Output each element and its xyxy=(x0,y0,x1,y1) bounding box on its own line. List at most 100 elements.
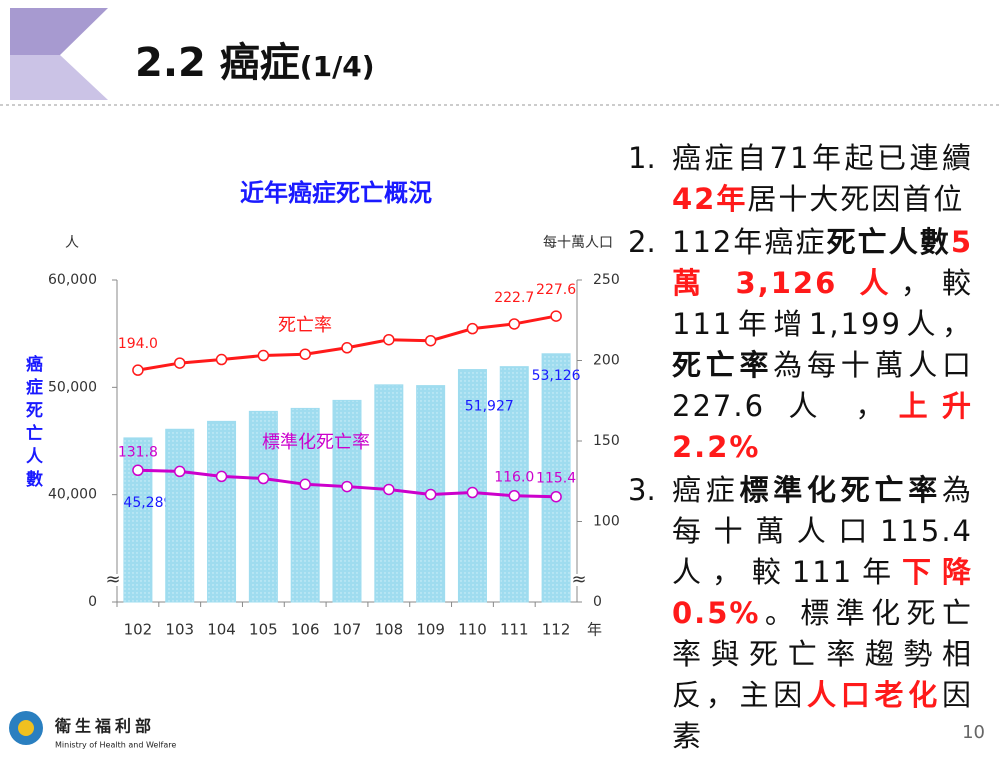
y2-tick-label: 150 xyxy=(593,433,620,449)
bullet-number: 1. xyxy=(628,141,656,175)
text-run: 因素 xyxy=(672,678,973,753)
y-tick-label: 40,000 xyxy=(48,487,97,503)
point xyxy=(215,470,228,483)
text-run: 癌症自71年起已連續 xyxy=(672,141,973,175)
text-run: 為每十萬人口115.4人，較111年 xyxy=(672,473,973,589)
point-value-label: 222.7 xyxy=(494,290,534,306)
point xyxy=(341,480,353,493)
y-tick-label: 0 xyxy=(88,594,97,610)
y-tick-label: 60,000 xyxy=(48,272,97,288)
point xyxy=(215,353,228,366)
text-run: ，較111年增1,199人， xyxy=(672,266,973,341)
x-tick-label: 106 xyxy=(291,621,320,639)
x-tick-label: 104 xyxy=(207,621,236,639)
org-name-en: Ministry of Health and Welfare xyxy=(55,741,176,750)
point xyxy=(132,364,144,376)
point xyxy=(383,333,395,346)
bullet-text: 癌症自71年起已連續 42年居十大死因首位 xyxy=(672,138,973,220)
bar xyxy=(290,407,320,603)
bullet: 1. 癌症自71年起已連續 42年居十大死因首位 xyxy=(628,138,973,220)
text-run: 下降0.5% xyxy=(672,555,973,630)
text-run: 112年癌症 xyxy=(672,225,827,259)
point xyxy=(257,472,270,485)
slide-title: 2.2 癌症(1/4) xyxy=(135,30,375,88)
point xyxy=(550,490,562,503)
axis-break-gap xyxy=(571,574,587,586)
page-number: 10 xyxy=(962,722,985,743)
bullet-number: 2. xyxy=(628,225,656,259)
text-run: 癌症 xyxy=(672,473,740,507)
point xyxy=(550,310,562,322)
bar-value-label: 45,289 xyxy=(123,495,172,511)
point-value-label: 115.4 xyxy=(536,471,576,487)
point xyxy=(173,357,186,369)
x-tick-label: 109 xyxy=(416,621,445,639)
point xyxy=(132,464,144,477)
x-tick-label: 102 xyxy=(124,621,153,639)
x-tick-label: 110 xyxy=(458,621,487,639)
point-value-label: 227.6 xyxy=(536,282,576,298)
text-run: 。標準化死亡率與死亡率趨勢相反，主因 xyxy=(672,596,973,712)
bullet: 2. 112年癌症死亡人數5 萬 3,126 人，較111年增1,199人， 死亡率… xyxy=(628,222,973,468)
point-value-label: 194.0 xyxy=(118,336,158,352)
bullet-text: 112年癌症死亡人數5 萬 3,126 人，較111年增1,199人， 死亡率為每… xyxy=(672,222,973,468)
text-run: 上升2.2% xyxy=(672,389,973,464)
point xyxy=(383,483,395,496)
x-tick-label: 112 xyxy=(542,621,571,639)
point-value-label: 116.0 xyxy=(494,470,534,486)
point xyxy=(257,349,270,362)
series-label: 標準化死亡率 xyxy=(262,432,370,453)
bar xyxy=(248,410,278,603)
text-run: 5 萬 3,126 人 xyxy=(672,225,973,300)
bar xyxy=(457,369,487,603)
y2-tick-label: 200 xyxy=(593,353,620,369)
bar-value-label: 53,126 xyxy=(532,368,581,384)
bar-value-label: 51,927 xyxy=(465,399,514,415)
chart-title: 近年癌症死亡概況 xyxy=(240,179,432,207)
y-axis-label: 癌症死亡人數 xyxy=(22,355,42,493)
bar xyxy=(499,366,529,603)
title-text: 2.2 癌症 xyxy=(135,40,300,86)
bullet: 3. 癌症標準化死亡率為每十萬人口115.4人，較111年下降0.5%。標準化死亡… xyxy=(628,470,973,757)
y-tick-label: 50,000 xyxy=(48,379,97,395)
bar xyxy=(541,353,571,603)
axis-break: ≈ xyxy=(571,569,586,590)
series-label: 死亡率 xyxy=(278,315,332,336)
bullet-text: 癌症標準化死亡率為每十萬人口115.4人，較111年下降0.5%。標準化死亡率與… xyxy=(672,470,973,757)
y2-tick-label: 250 xyxy=(593,272,620,288)
bar xyxy=(332,399,362,603)
bar xyxy=(207,420,237,603)
x-tick-label: 107 xyxy=(333,621,362,639)
y2-tick-label: 0 xyxy=(593,594,602,610)
point xyxy=(508,489,521,502)
x-tick-label: 103 xyxy=(165,621,194,639)
text-run: 人口老化 xyxy=(806,678,942,712)
y2-unit: 每十萬人口 xyxy=(543,235,613,251)
point xyxy=(299,478,311,491)
point xyxy=(299,348,311,360)
header-shape xyxy=(10,55,108,100)
axis-break-gap xyxy=(105,574,121,586)
point xyxy=(341,342,353,354)
x-unit: 年 xyxy=(587,621,602,639)
bar xyxy=(123,437,153,603)
point xyxy=(173,465,186,478)
bar xyxy=(165,428,195,603)
text-run: 居十大死因首位 xyxy=(747,182,965,216)
x-tick-label: 111 xyxy=(500,621,529,639)
y-unit: 人 xyxy=(65,235,79,251)
point xyxy=(466,322,479,335)
org-name: 衛生福利部 xyxy=(54,717,155,736)
text-run: 為每十萬人口 227.6 人 ， xyxy=(672,348,973,423)
bullet-number: 3. xyxy=(628,473,656,507)
title-suffix: (1/4) xyxy=(299,50,375,83)
point xyxy=(466,486,479,499)
point xyxy=(424,488,437,501)
text-run: 42年 xyxy=(672,182,748,216)
point xyxy=(424,334,437,347)
x-tick-label: 108 xyxy=(374,621,403,639)
logo xyxy=(18,720,34,736)
x-tick-label: 105 xyxy=(249,621,278,639)
